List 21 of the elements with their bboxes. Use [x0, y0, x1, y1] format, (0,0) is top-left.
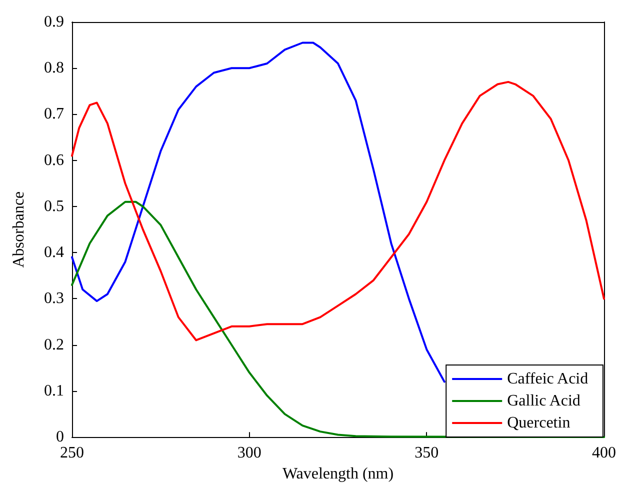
- y-tick-label: 0.1: [44, 382, 64, 400]
- legend-label: Quercetin: [507, 414, 570, 432]
- line-series: [71, 42, 446, 383]
- y-tick-label: 0: [56, 428, 64, 446]
- y-axis-title: Absorbance: [10, 191, 28, 268]
- y-tick-label: 0.2: [44, 336, 64, 354]
- legend-label: Gallic Acid: [507, 392, 580, 410]
- x-tick-label: 300: [237, 444, 262, 462]
- legend-label: Caffeic Acid: [507, 370, 588, 388]
- x-tick-label: 350: [414, 444, 439, 462]
- line-series: [71, 80, 605, 342]
- y-tick-label: 0.4: [44, 244, 64, 262]
- x-tick-label: 400: [592, 444, 616, 462]
- y-tick-label: 0.8: [44, 60, 64, 77]
- y-tick-label: 0.6: [44, 152, 64, 169]
- x-axis-title: Wavelength (nm): [282, 466, 394, 482]
- y-tick-label: 0.5: [44, 198, 64, 215]
- y-tick-label: 0.3: [44, 290, 64, 308]
- x-tick-label: 250: [60, 444, 84, 462]
- y-tick-label: 0.7: [44, 106, 64, 123]
- y-tick-label: 0.9: [44, 14, 64, 30]
